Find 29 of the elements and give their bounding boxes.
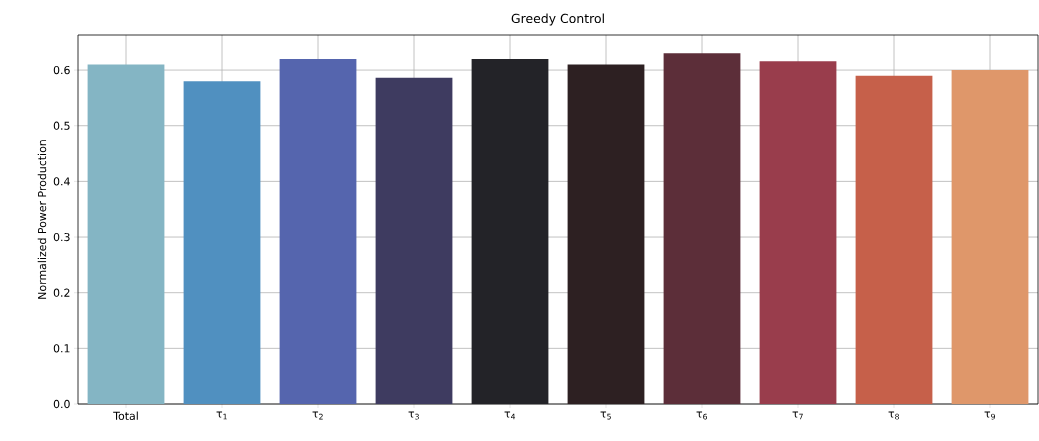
- x-tick-label: τ$_{6}$: [696, 411, 707, 420]
- y-tick-label: 0.5: [53, 121, 70, 130]
- x-tick-label: τ$_{1}$: [216, 411, 227, 420]
- y-tick-label: 0.0: [53, 399, 70, 409]
- x-tick-label: τ$_{8}$: [888, 411, 899, 420]
- bar: [87, 64, 165, 404]
- x-tick-label: τ$_{2}$: [312, 411, 323, 420]
- chart-title: Greedy Control: [511, 13, 604, 26]
- x-tick-label: τ$_{4}$: [504, 411, 516, 420]
- bar: [279, 58, 357, 404]
- y-axis-title: Normalized Power Production: [37, 140, 47, 299]
- bar: [951, 70, 1029, 404]
- bar: [663, 53, 741, 404]
- y-tick-label: 0.1: [53, 344, 70, 353]
- y-tick-label: 0.3: [53, 232, 70, 242]
- x-tick-label: τ$_{9}$: [984, 411, 995, 420]
- bar: [471, 58, 549, 404]
- y-tick-label: 0.6: [53, 65, 70, 75]
- x-tick-label: τ$_{3}$: [408, 411, 419, 420]
- bar: [567, 64, 645, 404]
- x-tick-label: τ$_{5}$: [600, 411, 611, 420]
- x-tick-label: Total: [113, 411, 138, 420]
- bar: [183, 81, 261, 404]
- x-tick-label: τ$_{7}$: [792, 411, 803, 420]
- y-tick-label: 0.2: [53, 288, 70, 297]
- bar: [855, 75, 933, 404]
- bar: [759, 61, 837, 404]
- bar: [375, 77, 453, 404]
- y-tick-label: 0.4: [53, 177, 70, 186]
